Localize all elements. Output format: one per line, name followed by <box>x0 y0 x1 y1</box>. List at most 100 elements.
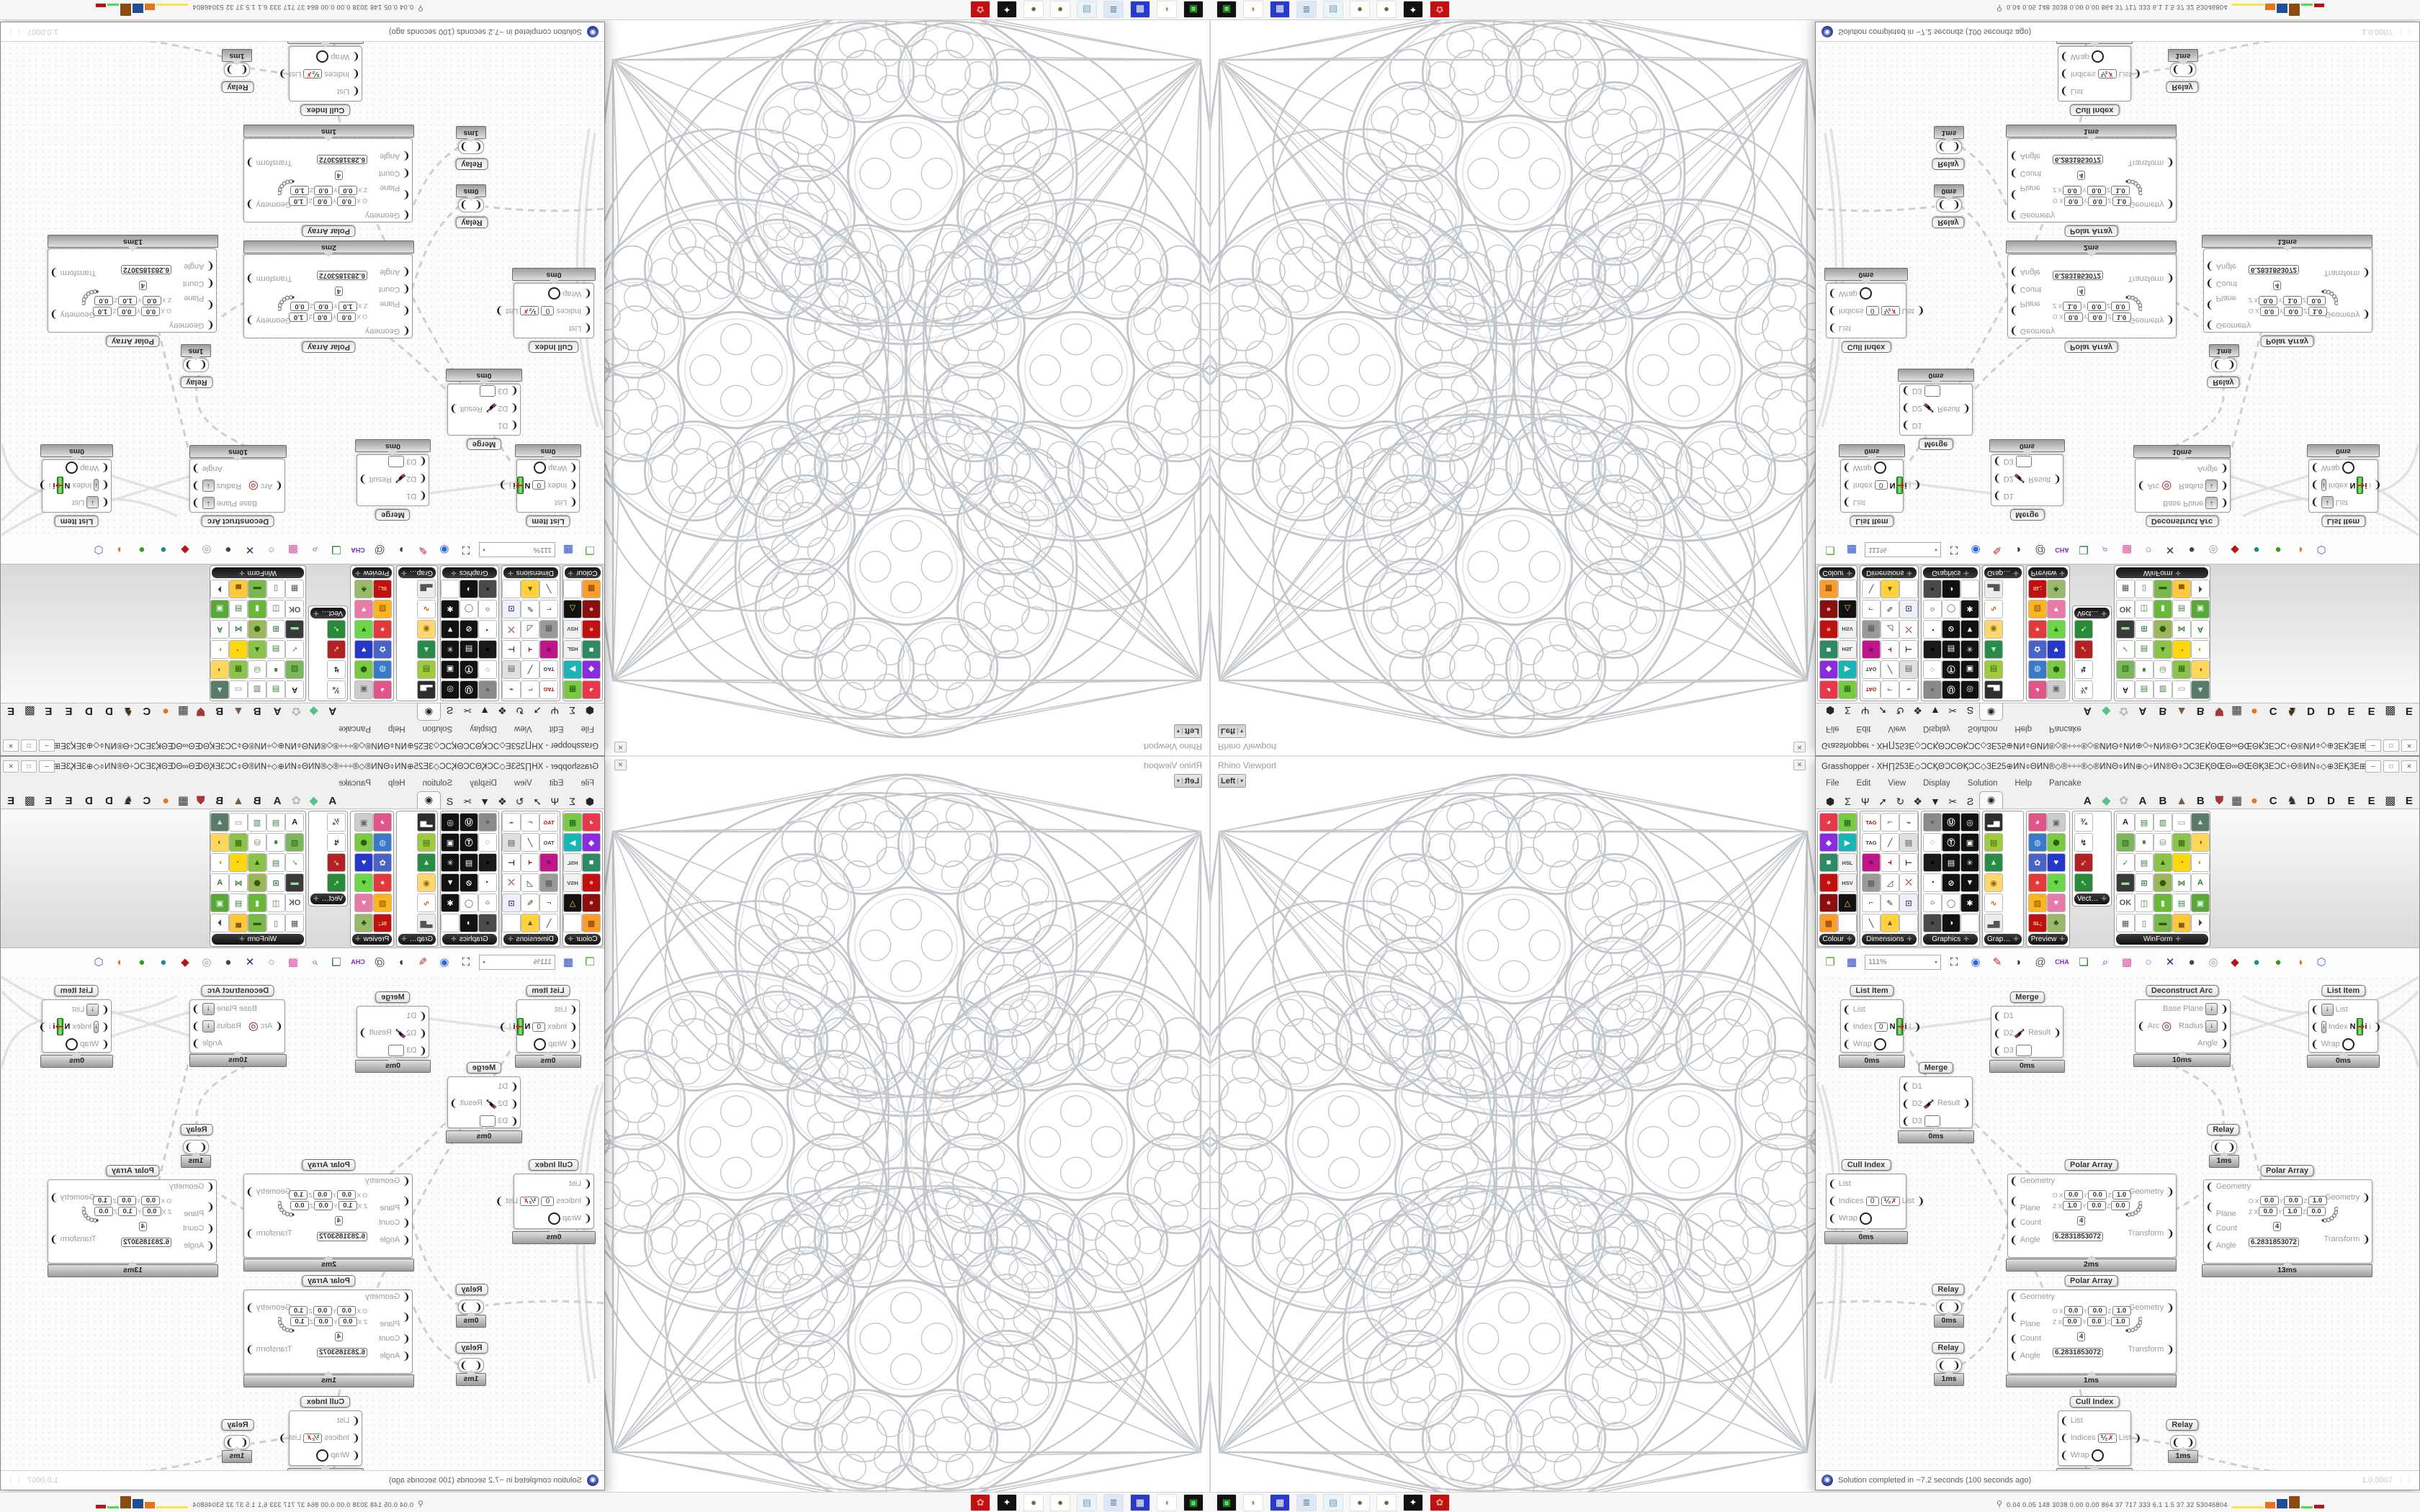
component-icon[interactable]: ⫞ <box>1881 853 1899 872</box>
component-icon[interactable]: ● <box>1923 853 1942 872</box>
component-icon[interactable] <box>1899 914 1918 932</box>
component-icon[interactable]: ■ <box>1862 853 1881 872</box>
category-tab-icon-4[interactable]: ↻ <box>1896 796 1905 807</box>
component-icon[interactable]: ⏵ <box>2190 914 2210 932</box>
sphere-app-icon-2[interactable]: ● <box>1376 1 1397 19</box>
wrap-toggle-icon[interactable] <box>316 50 329 63</box>
category-tab-glyph-icon-9[interactable]: ● <box>2251 795 2258 807</box>
maximize-button[interactable]: □ <box>21 739 37 752</box>
flatten-icon[interactable]: ↓ <box>2205 1002 2218 1015</box>
plane-y-value[interactable]: 0.0 <box>2088 312 2107 322</box>
component-icon[interactable]: ∿ <box>417 600 436 618</box>
plane-z-value[interactable]: 1.0 <box>2308 1196 2327 1205</box>
component-icon[interactable]: ⋈ <box>229 873 248 892</box>
notepad-icon[interactable]: ▤ <box>1323 1493 1343 1511</box>
component-icon[interactable]: ▃▆ <box>417 914 436 932</box>
maximize-button[interactable]: □ <box>2383 760 2399 773</box>
component-icon[interactable]: ⌐ <box>539 894 558 912</box>
canvas-zoom-combo[interactable]: 111% ▾ <box>1865 954 1941 970</box>
component-icon[interactable]: ◎ <box>1960 680 1979 699</box>
plane-x-value[interactable]: 0.0 <box>338 1317 357 1326</box>
gh-node-polar-array[interactable]: Polar Array ❨ Geometry ❨ Plane ❨ Count ❨ Angle O … <box>2006 1159 2177 1272</box>
zoom-extents-icon[interactable]: ⛶ <box>462 955 470 968</box>
menu-item-file[interactable]: File <box>581 779 594 788</box>
wrap-toggle-icon[interactable] <box>316 1449 329 1462</box>
component-icon[interactable]: ▤ <box>502 833 521 852</box>
dosbox-floppy-icon[interactable]: ▦ <box>1270 1493 1290 1511</box>
dosbox-floppy-icon[interactable]: ▦ <box>1130 1 1150 19</box>
component-icon[interactable]: ■ <box>582 853 601 872</box>
category-tab-glyph-icon-2[interactable]: ✿ <box>291 795 301 807</box>
gh-node-polar-array[interactable]: Polar Array ❨ Geometry ❨ Plane ❨ Count ❨ Angle O … <box>243 1275 414 1387</box>
remote-icon[interactable]: @ <box>2035 955 2046 968</box>
gh-node-deconstruct-arc[interactable]: Deconstruct Arc ❨ Arc ◎ Base Plane ↓ ❩ Radius ↓ ❩… <box>2133 985 2231 1067</box>
component-icon[interactable]: ✓ <box>2115 853 2135 872</box>
component-icon[interactable]: ◕ <box>582 680 601 699</box>
category-tab-letter-0[interactable]: A <box>328 795 337 807</box>
category-tab-letter-14[interactable]: E <box>65 705 73 717</box>
component-icon[interactable] <box>1899 580 1918 598</box>
flatten-icon[interactable]: ↓ <box>94 1020 99 1033</box>
category-tab-glyph-icon-11[interactable]: ♞ <box>122 705 133 717</box>
count-value-box[interactable]: 4 <box>334 1332 343 1341</box>
plane-y-value[interactable]: 0.0 <box>117 307 136 316</box>
component-icon[interactable]: ● <box>2027 873 2047 892</box>
component-icon[interactable]: ✎ <box>521 894 539 912</box>
category-tab-letter-12[interactable]: D <box>105 705 113 717</box>
red-gear-app-icon[interactable]: ✿ <box>1430 1 1450 19</box>
flatten-icon[interactable]: ↓ <box>2321 479 2326 492</box>
component-icon[interactable]: ▤ <box>266 640 286 659</box>
menu-item-file[interactable]: File <box>1826 724 1839 733</box>
component-icon[interactable] <box>502 580 521 598</box>
component-icon[interactable]: ◑ <box>210 833 230 852</box>
category-tab-icon-0[interactable]: ⬢ <box>1826 705 1835 716</box>
component-icon[interactable]: ⌁ <box>502 813 521 832</box>
component-icon[interactable]: HSV <box>1838 873 1857 892</box>
component-icon[interactable]: ♥ <box>2046 873 2066 892</box>
jump-wires-icon[interactable]: ✕ <box>2165 544 2175 556</box>
plane-x-value[interactable]: 0.0 <box>337 1306 357 1315</box>
component-icon[interactable]: ◫ <box>2134 894 2154 912</box>
category-tab-icon-6[interactable]: ▼ <box>480 705 490 716</box>
category-tab-letter-14[interactable]: E <box>65 795 73 807</box>
component-icon[interactable] <box>563 580 582 598</box>
component-icon[interactable]: ╲ <box>539 580 558 598</box>
plane-x-value[interactable]: 0.0 <box>338 186 357 195</box>
component-icon[interactable]: ╱ <box>521 833 539 852</box>
component-icon[interactable]: ◌ <box>1923 833 1942 852</box>
component-icon[interactable]: ▤ <box>417 833 436 852</box>
sphere-app-icon[interactable]: ● <box>1350 1493 1370 1511</box>
gha-icon[interactable]: CHA <box>2055 546 2069 554</box>
count-value-box[interactable]: 4 <box>138 281 147 290</box>
window-icon[interactable]: ❏ <box>2079 956 2089 968</box>
component-icon[interactable]: ◔ <box>2172 640 2191 659</box>
open-file-icon[interactable]: ❐ <box>1825 956 1835 968</box>
component-icon[interactable]: ➶ <box>327 853 346 872</box>
remote-icon[interactable]: @ <box>374 544 385 557</box>
component-icon[interactable]: ▤ <box>1942 640 1960 659</box>
component-icon[interactable]: ✳ <box>441 640 460 659</box>
category-tab-icon-8[interactable]: Ƨ <box>446 705 454 716</box>
component-icon[interactable]: ▲ <box>2153 853 2172 872</box>
component-icon[interactable]: ◑ <box>1942 914 1960 932</box>
plane-x-value[interactable]: 1.0 <box>2063 1201 2082 1210</box>
component-icon[interactable]: ▶ <box>563 833 582 852</box>
flatten-icon[interactable]: ↓ <box>202 497 215 510</box>
component-icon[interactable]: ⋈ <box>2172 873 2191 892</box>
component-icon[interactable]: ◯ <box>1942 894 1960 912</box>
component-icon[interactable]: SL; <box>2027 580 2047 598</box>
component-icon[interactable]: ⛁ <box>248 833 267 852</box>
category-tab-icon-5[interactable]: ❖ <box>1913 796 1922 807</box>
sketch-icon[interactable]: ✎ <box>418 544 428 556</box>
component-icon[interactable]: ➴ <box>2074 620 2093 639</box>
component-icon[interactable]: ● <box>478 580 497 598</box>
open-file-icon[interactable]: ❐ <box>585 544 595 556</box>
viewport-view-button[interactable]: Left ▾ <box>1218 724 1247 738</box>
angle-value-box[interactable]: 6.2831853072 <box>317 155 367 164</box>
component-icon[interactable]: ▤ <box>2134 813 2154 832</box>
flatten-icon[interactable]: ↓ <box>94 479 99 492</box>
notepad-icon[interactable]: ▤ <box>1077 1493 1097 1511</box>
category-tab-icon-5[interactable]: ❖ <box>1913 705 1922 716</box>
component-icon[interactable]: ● <box>582 620 601 639</box>
wrap-toggle-icon[interactable] <box>2341 1038 2354 1050</box>
